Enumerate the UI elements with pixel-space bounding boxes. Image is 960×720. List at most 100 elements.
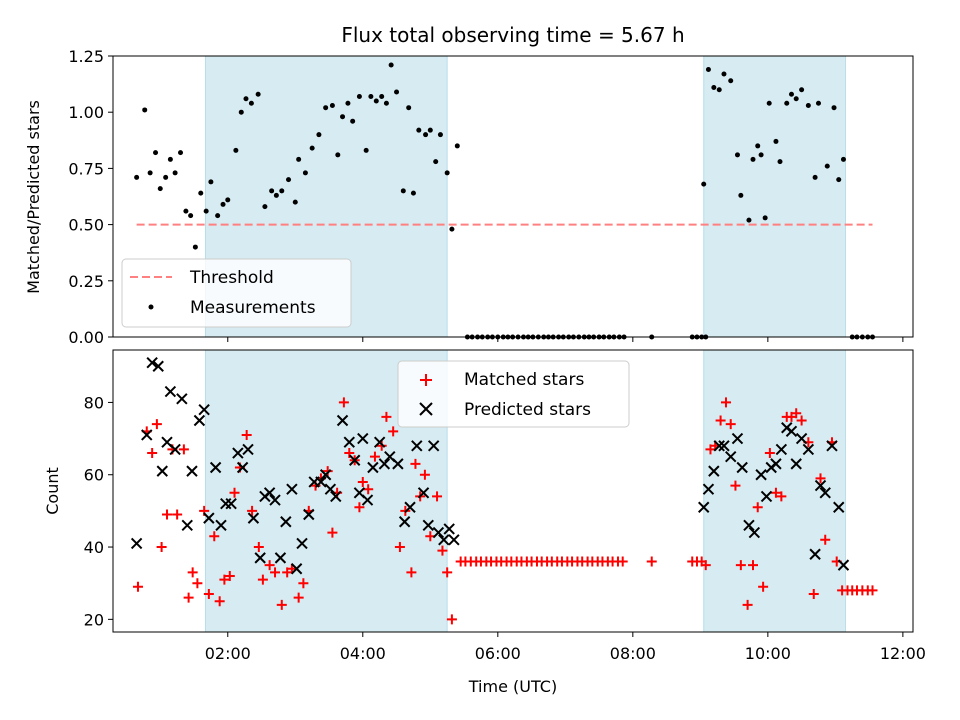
predicted-star-point: [378, 458, 391, 470]
measurement-point: [262, 204, 268, 210]
predicted-star-point: [833, 501, 845, 513]
predicted-star-point: [775, 443, 788, 456]
bottom-x-ticks: 02:00 04:00 06:00 08:00 10:00 12:00: [205, 632, 926, 663]
measurement-point: [302, 170, 308, 176]
matched-star-point: [700, 560, 711, 571]
predicted-star-point: [236, 461, 249, 474]
matched-star-point: [214, 596, 225, 607]
matched-star-point: [172, 509, 183, 520]
predicted-star-point: [837, 559, 850, 571]
matched-star-point: [437, 545, 448, 556]
measurement-point: [449, 226, 455, 232]
matched-star-point: [820, 534, 831, 545]
measurement-point: [423, 132, 429, 138]
x-tick-label: 08:00: [610, 644, 656, 663]
measurement-point: [345, 100, 351, 106]
matched-star-point: [808, 589, 819, 600]
x-tick-label: 02:00: [205, 644, 251, 663]
predicted-star-point: [802, 443, 815, 456]
matched-star-point: [162, 509, 173, 520]
matched-star-point: [270, 567, 281, 578]
matched-star-point: [720, 397, 731, 408]
matched-star-point: [354, 502, 365, 513]
bottom-y-axis-label: Count: [43, 467, 62, 515]
measurement-point: [340, 114, 346, 120]
measurement-point: [805, 102, 811, 108]
predicted-star-point: [438, 534, 450, 546]
predicted-star-point: [141, 429, 153, 441]
predicted-star-point: [743, 519, 755, 532]
top-legend: Threshold Measurements: [121, 258, 352, 328]
legend-matched-swatch: [420, 374, 432, 386]
measurement-point: [815, 100, 821, 106]
predicted-star-point: [725, 450, 737, 463]
y-tick-label: 0.00: [68, 328, 104, 347]
measurement-point: [188, 213, 194, 219]
measurement-point: [157, 186, 163, 192]
measurement-point: [363, 147, 369, 153]
measurement-point: [309, 145, 315, 151]
measurement-point: [433, 159, 439, 165]
predicted-star-point: [343, 436, 355, 448]
matched-star-point: [338, 397, 349, 408]
matched-star-point: [617, 556, 628, 567]
measurement-point: [454, 143, 460, 149]
matched-star-point: [406, 567, 417, 578]
measurement-point: [292, 199, 298, 205]
predicted-star-point: [770, 458, 782, 470]
measurement-point: [777, 159, 783, 165]
measurement-point: [273, 192, 279, 198]
y-tick-label: 80: [84, 393, 104, 412]
predicted-star-point: [748, 526, 761, 539]
measurement-point: [350, 118, 356, 124]
measurement-point: [183, 208, 189, 214]
y-tick-label: 0.25: [68, 272, 104, 291]
predicted-star-point: [411, 440, 423, 452]
predicted-star-point: [760, 490, 773, 503]
measurement-point: [824, 163, 830, 169]
matched-star-point: [742, 599, 753, 610]
matched-star-point: [327, 527, 338, 538]
predicted-star-point: [785, 425, 798, 438]
matched-star-point: [203, 589, 214, 600]
matched-star-point: [183, 592, 194, 603]
predicted-star-point: [247, 512, 260, 524]
measurement-point: [437, 132, 443, 138]
predicted-star-point: [367, 461, 379, 474]
measurement-point: [734, 152, 740, 158]
matched-star-point: [725, 419, 736, 430]
measurement-point: [799, 87, 805, 93]
measurement-point: [427, 127, 433, 133]
predicted-star-point: [790, 458, 802, 470]
predicted-star-point: [417, 487, 430, 499]
x-tick-label: 06:00: [475, 644, 521, 663]
predicted-star-point: [361, 494, 374, 506]
matched-star-point: [322, 466, 333, 477]
x-tick-label: 04:00: [340, 644, 386, 663]
top-y-axis-label: Matched/Predicted stars: [24, 100, 43, 294]
bottom-predicted-points: [130, 356, 850, 575]
measurement-point: [215, 213, 221, 219]
predicted-star-point: [708, 465, 720, 477]
measurement-point: [410, 190, 416, 196]
y-tick-label: 0.75: [68, 159, 104, 178]
measurement-point: [296, 156, 302, 162]
measurement-point: [840, 156, 846, 162]
matched-star-point: [357, 476, 368, 487]
measurement-point: [400, 188, 406, 194]
predicted-star-point: [814, 479, 827, 492]
legend-predicted-label: Predicted stars: [464, 400, 591, 420]
predicted-star-point: [795, 432, 808, 445]
predicted-star-point: [225, 497, 237, 510]
predicted-star-point: [193, 414, 206, 427]
matched-star-point: [381, 411, 392, 422]
matched-star-point: [264, 560, 275, 571]
predicted-star-point: [176, 393, 188, 405]
measurement-point: [178, 150, 184, 156]
measurement-point: [836, 177, 842, 183]
measurement-point: [147, 170, 153, 176]
matched-star-point: [241, 429, 252, 440]
predicted-star-point: [348, 454, 361, 466]
bottom-x-axis-label: Time (UTC): [468, 677, 557, 696]
predicted-star-point: [427, 440, 440, 452]
